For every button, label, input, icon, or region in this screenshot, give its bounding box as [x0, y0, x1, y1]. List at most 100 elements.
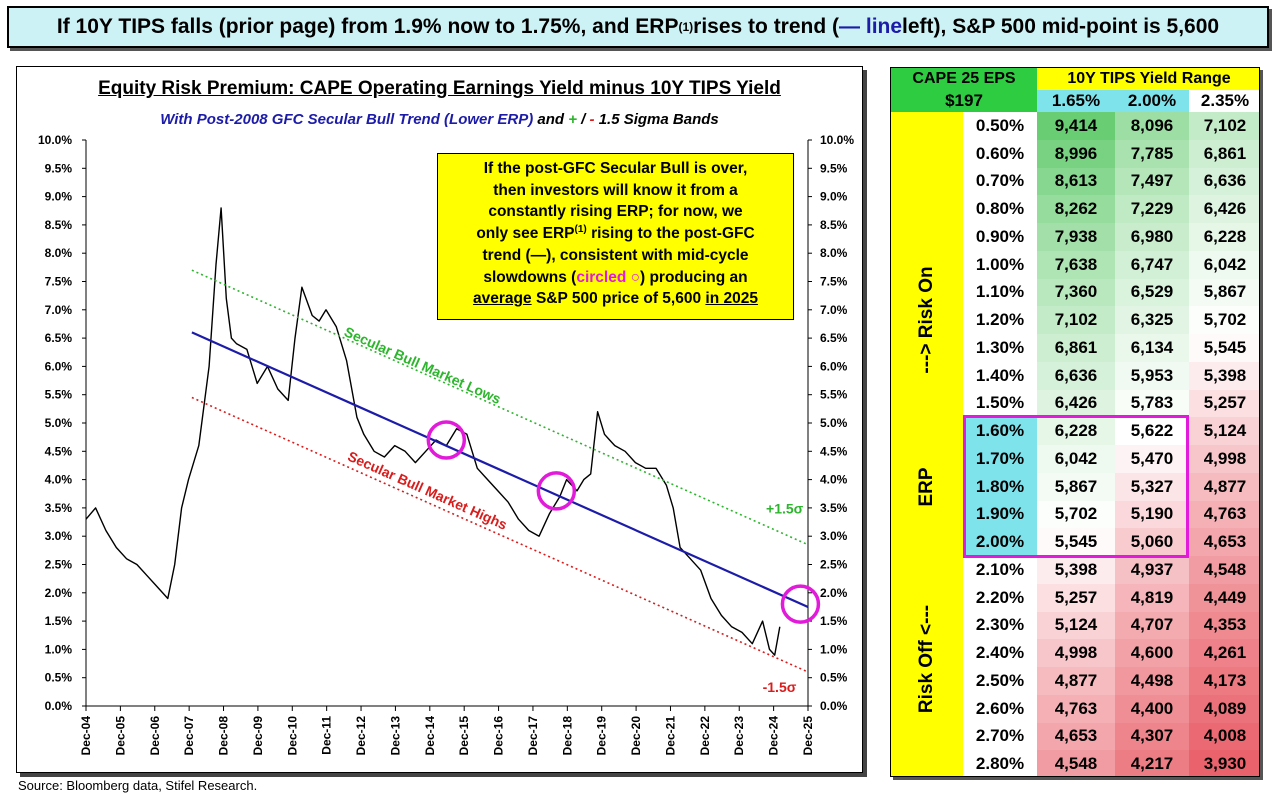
price-cell: 6,228	[1037, 417, 1115, 445]
price-cell: 4,089	[1189, 694, 1259, 723]
y-tick-label-right: 6.5%	[820, 331, 848, 345]
lows-label: Secular Bull Market Lows	[342, 323, 504, 407]
x-tick-label: Dec-25	[801, 716, 815, 756]
y-tick-label-right: 9.0%	[820, 190, 848, 204]
highlight-circle	[536, 471, 577, 511]
price-cell: 6,529	[1115, 278, 1189, 307]
erp-row-label: 0.70%	[963, 167, 1037, 196]
note-line: If the post-GFC Secular Bull is over,	[483, 160, 748, 177]
price-cell: 5,060	[1115, 528, 1189, 556]
price-cell: 5,702	[1189, 306, 1259, 334]
price-cell: 5,327	[1115, 472, 1189, 501]
x-tick-label: Dec-19	[595, 716, 609, 756]
price-cell: 5,702	[1037, 500, 1115, 529]
price-cell: 8,262	[1037, 195, 1115, 223]
plus-sigma-label: +1.5σ	[766, 501, 804, 517]
y-tick-label-right: 7.0%	[820, 303, 848, 317]
risk-axis-column	[891, 112, 963, 776]
y-tick-label-right: 7.5%	[820, 275, 848, 289]
y-tick-label-left: 0.5%	[45, 671, 73, 685]
price-cell: 6,636	[1189, 167, 1259, 196]
price-cell: 4,937	[1115, 556, 1189, 584]
note-line: trend (—), consistent with mid-cycle	[482, 246, 749, 264]
circle-icon: ○	[630, 268, 640, 286]
risk-off-label: Risk Off <---	[916, 604, 937, 713]
note-text: rising to the post-GFC	[586, 225, 755, 243]
price-cell: 4,008	[1189, 722, 1259, 751]
highlight-frame	[963, 415, 1189, 558]
price-cell: 4,498	[1115, 667, 1189, 695]
price-cell: 4,653	[1037, 722, 1115, 751]
price-cell: 6,426	[1189, 195, 1259, 223]
y-tick-label-left: 8.5%	[45, 218, 73, 232]
price-cell: 7,102	[1037, 306, 1115, 334]
x-tick-label: Dec-14	[423, 716, 437, 756]
x-tick-label: Dec-08	[217, 716, 231, 756]
note-line: slowdowns (circled ○) producing an	[438, 267, 793, 289]
subtitle-minus: -	[589, 111, 595, 128]
price-cell: 8,996	[1037, 139, 1115, 168]
price-cell: 5,124	[1037, 611, 1115, 640]
x-tick-label: Dec-16	[492, 716, 506, 756]
risk-on-label: ---> Risk On	[916, 266, 937, 374]
price-cell: 4,173	[1189, 667, 1259, 695]
price-cell: 4,600	[1115, 639, 1189, 667]
y-tick-label-left: 9.5%	[45, 161, 73, 175]
erp-row-label: 2.00%	[963, 528, 1037, 556]
y-tick-label-right: 2.0%	[820, 586, 848, 600]
valuation-table: CAPE 25 EPS $197 10Y TIPS Yield Range 1.65%…	[890, 67, 1260, 777]
x-tick-label: Dec-11	[320, 716, 334, 755]
subtitle-bands: 1.5 Sigma Bands	[594, 111, 719, 128]
note-line: constantly rising ERP; for now, we	[488, 203, 743, 221]
headline-banner: If 10Y TIPS falls (prior page) from 1.9%…	[7, 6, 1269, 48]
y-tick-label-left: 4.0%	[45, 473, 73, 487]
note-circled: circled	[576, 268, 631, 286]
x-tick-label: Dec-21	[663, 716, 677, 756]
erp-chart: 0.0% 0.0% 0.5% 0.5% 1.0% 1.0% 1.5% 1.5% 2.0% 2.0%…	[38, 133, 854, 756]
erp-row-label: 1.40%	[963, 361, 1037, 390]
price-cell: 5,867	[1189, 278, 1259, 307]
headline-part2: rises to trend (	[693, 15, 840, 38]
y-tick-label-right: 0.5%	[820, 671, 848, 685]
subtitle-and: and	[533, 111, 569, 128]
erp-row-label: 2.60%	[963, 694, 1037, 723]
price-cell: 7,102	[1189, 112, 1259, 140]
price-cell: 4,217	[1115, 750, 1189, 776]
price-cell: 4,707	[1115, 611, 1189, 640]
erp-row-label: 2.10%	[963, 556, 1037, 584]
note-line: only see ERP(1) rising to the post-GFC	[438, 223, 793, 245]
y-tick-label-right: 8.5%	[820, 218, 848, 232]
subtitle-plus: +	[568, 111, 578, 128]
x-tick-label: Dec-24	[767, 716, 781, 756]
erp-row-label: 1.10%	[963, 278, 1037, 307]
price-cell: 4,653	[1189, 528, 1259, 556]
y-tick-label-left: 7.5%	[45, 275, 73, 289]
price-cell: 7,785	[1115, 139, 1189, 168]
y-tick-label-right: 2.5%	[820, 558, 848, 572]
erp-row-label: 1.30%	[963, 334, 1037, 362]
y-tick-label-right: 10.0%	[820, 133, 854, 147]
price-cell: 5,470	[1115, 445, 1189, 473]
minus-sigma-label: -1.5σ	[763, 679, 797, 695]
highlight-circle	[426, 420, 467, 460]
erp-row-label: 2.40%	[963, 639, 1037, 667]
y-tick-label-right: 3.5%	[820, 501, 848, 515]
tips-yield-header: 2.00%	[1115, 90, 1189, 112]
price-cell: 3,930	[1189, 750, 1259, 776]
y-tick-label-right: 9.5%	[820, 161, 848, 175]
y-tick-label-left: 10.0%	[38, 133, 72, 147]
note-line: then investors will know it from a	[493, 181, 738, 199]
price-cell: 6,042	[1037, 445, 1115, 473]
x-tick-label: Dec-22	[698, 716, 712, 756]
price-cell: 8,096	[1115, 112, 1189, 140]
price-cell: 7,497	[1115, 167, 1189, 196]
y-tick-label-right: 0.0%	[820, 699, 848, 713]
y-tick-label-right: 5.0%	[820, 416, 848, 430]
x-tick-label: Dec-12	[354, 716, 368, 756]
note-sup: (1)	[574, 224, 587, 236]
price-cell: 5,124	[1189, 417, 1259, 445]
price-cell: 4,548	[1189, 556, 1259, 584]
erp-row-label: 2.80%	[963, 750, 1037, 776]
chart-subtitle: With Post-2008 GFC Secular Bull Trend (L…	[16, 111, 863, 128]
price-cell: 5,545	[1037, 528, 1115, 556]
